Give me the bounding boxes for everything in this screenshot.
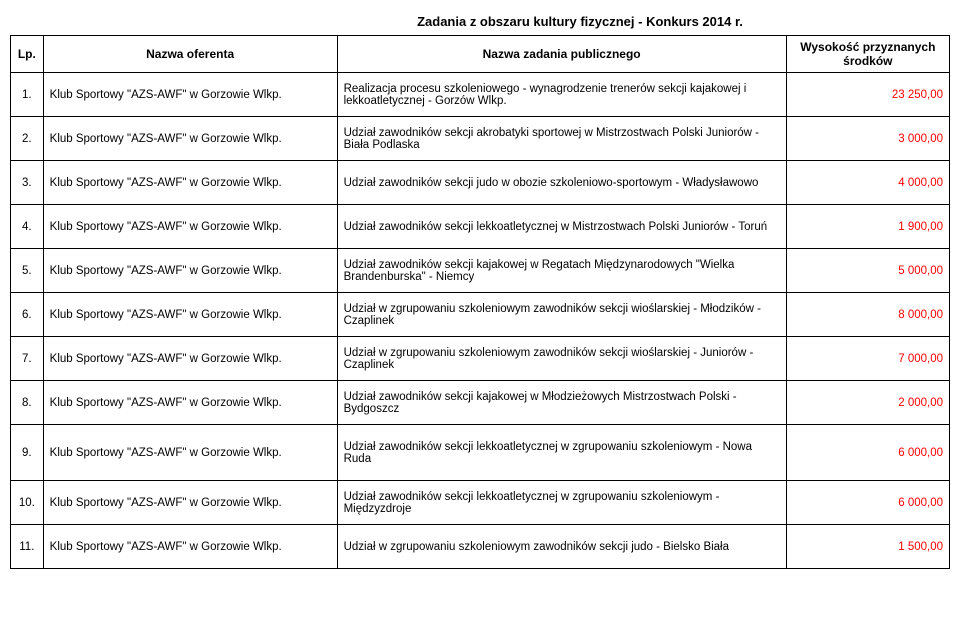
grants-table: Lp. Nazwa oferenta Nazwa zadania publicz… bbox=[10, 35, 950, 569]
cell-kwota: 5 000,00 bbox=[786, 249, 949, 293]
table-row: 8.Klub Sportowy "AZS-AWF" w Gorzowie Wlk… bbox=[11, 381, 950, 425]
cell-zadanie: Udział w zgrupowaniu szkoleniowym zawodn… bbox=[337, 293, 786, 337]
table-row: 6.Klub Sportowy "AZS-AWF" w Gorzowie Wlk… bbox=[11, 293, 950, 337]
table-header-row: Lp. Nazwa oferenta Nazwa zadania publicz… bbox=[11, 36, 950, 73]
cell-lp: 3. bbox=[11, 161, 44, 205]
cell-kwota: 3 000,00 bbox=[786, 117, 949, 161]
cell-lp: 5. bbox=[11, 249, 44, 293]
cell-kwota: 8 000,00 bbox=[786, 293, 949, 337]
cell-kwota: 1 900,00 bbox=[786, 205, 949, 249]
cell-zadanie: Udział zawodników sekcji akrobatyki spor… bbox=[337, 117, 786, 161]
cell-kwota: 7 000,00 bbox=[786, 337, 949, 381]
cell-kwota: 6 000,00 bbox=[786, 481, 949, 525]
cell-oferent: Klub Sportowy "AZS-AWF" w Gorzowie Wlkp. bbox=[43, 425, 337, 481]
cell-oferent: Klub Sportowy "AZS-AWF" w Gorzowie Wlkp. bbox=[43, 161, 337, 205]
cell-oferent: Klub Sportowy "AZS-AWF" w Gorzowie Wlkp. bbox=[43, 381, 337, 425]
table-row: 1.Klub Sportowy "AZS-AWF" w Gorzowie Wlk… bbox=[11, 73, 950, 117]
cell-lp: 1. bbox=[11, 73, 44, 117]
table-row: 5.Klub Sportowy "AZS-AWF" w Gorzowie Wlk… bbox=[11, 249, 950, 293]
cell-zadanie: Udział zawodników sekcji lekkoatletyczne… bbox=[337, 481, 786, 525]
col-header-kwota: Wysokość przyznanych środków bbox=[786, 36, 949, 73]
cell-oferent: Klub Sportowy "AZS-AWF" w Gorzowie Wlkp. bbox=[43, 117, 337, 161]
table-row: 9.Klub Sportowy "AZS-AWF" w Gorzowie Wlk… bbox=[11, 425, 950, 481]
table-row: 11.Klub Sportowy "AZS-AWF" w Gorzowie Wl… bbox=[11, 525, 950, 569]
cell-kwota: 2 000,00 bbox=[786, 381, 949, 425]
cell-kwota: 23 250,00 bbox=[786, 73, 949, 117]
page-title: Zadania z obszaru kultury fizycznej - Ko… bbox=[210, 10, 950, 35]
cell-oferent: Klub Sportowy "AZS-AWF" w Gorzowie Wlkp. bbox=[43, 293, 337, 337]
cell-oferent: Klub Sportowy "AZS-AWF" w Gorzowie Wlkp. bbox=[43, 249, 337, 293]
cell-lp: 10. bbox=[11, 481, 44, 525]
table-row: 4.Klub Sportowy "AZS-AWF" w Gorzowie Wlk… bbox=[11, 205, 950, 249]
cell-zadanie: Udział zawodników sekcji kajakowej w Mło… bbox=[337, 381, 786, 425]
cell-oferent: Klub Sportowy "AZS-AWF" w Gorzowie Wlkp. bbox=[43, 337, 337, 381]
cell-lp: 8. bbox=[11, 381, 44, 425]
cell-zadanie: Udział zawodników sekcji lekkoatletyczne… bbox=[337, 425, 786, 481]
cell-zadanie: Realizacja procesu szkoleniowego - wynag… bbox=[337, 73, 786, 117]
cell-zadanie: Udział zawodników sekcji judo w obozie s… bbox=[337, 161, 786, 205]
cell-lp: 7. bbox=[11, 337, 44, 381]
cell-kwota: 6 000,00 bbox=[786, 425, 949, 481]
cell-kwota: 4 000,00 bbox=[786, 161, 949, 205]
table-row: 7.Klub Sportowy "AZS-AWF" w Gorzowie Wlk… bbox=[11, 337, 950, 381]
col-header-zadanie: Nazwa zadania publicznego bbox=[337, 36, 786, 73]
col-header-oferent: Nazwa oferenta bbox=[43, 36, 337, 73]
cell-oferent: Klub Sportowy "AZS-AWF" w Gorzowie Wlkp. bbox=[43, 73, 337, 117]
cell-lp: 6. bbox=[11, 293, 44, 337]
cell-zadanie: Udział w zgrupowaniu szkoleniowym zawodn… bbox=[337, 337, 786, 381]
cell-lp: 4. bbox=[11, 205, 44, 249]
cell-zadanie: Udział zawodników sekcji kajakowej w Reg… bbox=[337, 249, 786, 293]
cell-oferent: Klub Sportowy "AZS-AWF" w Gorzowie Wlkp. bbox=[43, 205, 337, 249]
cell-oferent: Klub Sportowy "AZS-AWF" w Gorzowie Wlkp. bbox=[43, 525, 337, 569]
table-row: 10.Klub Sportowy "AZS-AWF" w Gorzowie Wl… bbox=[11, 481, 950, 525]
col-header-lp: Lp. bbox=[11, 36, 44, 73]
cell-oferent: Klub Sportowy "AZS-AWF" w Gorzowie Wlkp. bbox=[43, 481, 337, 525]
cell-lp: 9. bbox=[11, 425, 44, 481]
cell-lp: 11. bbox=[11, 525, 44, 569]
cell-lp: 2. bbox=[11, 117, 44, 161]
cell-kwota: 1 500,00 bbox=[786, 525, 949, 569]
table-row: 3.Klub Sportowy "AZS-AWF" w Gorzowie Wlk… bbox=[11, 161, 950, 205]
cell-zadanie: Udział zawodników sekcji lekkoatletyczne… bbox=[337, 205, 786, 249]
cell-zadanie: Udział w zgrupowaniu szkoleniowym zawodn… bbox=[337, 525, 786, 569]
table-row: 2.Klub Sportowy "AZS-AWF" w Gorzowie Wlk… bbox=[11, 117, 950, 161]
